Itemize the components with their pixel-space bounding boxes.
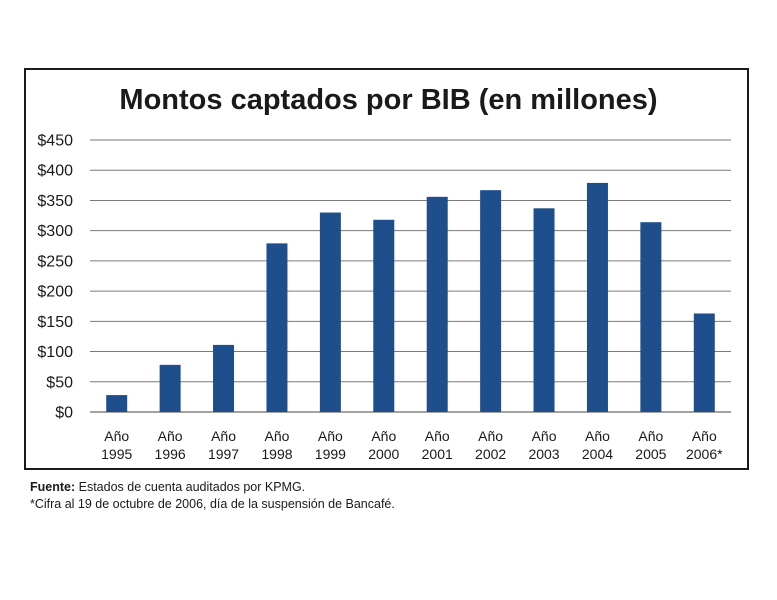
x-tick-label: Año [532,428,557,444]
x-tick-label: Año [264,428,289,444]
x-tick-label: Año [104,428,129,444]
y-tick-label: $200 [37,284,73,301]
y-tick-label: $300 [37,223,73,240]
bar [693,313,715,412]
y-tick-label: $350 [37,193,73,210]
y-tick-label: $250 [37,253,73,270]
x-tick-label: 2001 [422,446,453,462]
y-tick-label: $400 [37,163,73,180]
footnote: *Cifra al 19 de octubre de 2006, día de … [30,497,395,511]
x-tick-label: 2003 [528,446,559,462]
y-tick-label: $100 [37,344,73,361]
bar [426,196,448,412]
bar [640,222,662,412]
x-tick-label: Año [692,428,717,444]
x-tick-label: 2000 [368,446,399,462]
chart-frame [24,68,749,470]
bar [480,190,502,412]
x-tick-label: Año [638,428,663,444]
x-tick-label: 2005 [635,446,666,462]
x-tick-label: 1997 [208,446,239,462]
bar [586,182,608,412]
x-tick-label: Año [211,428,236,444]
bar [213,344,235,412]
x-tick-label: Año [158,428,183,444]
x-tick-label: 1996 [155,446,186,462]
bar [319,212,341,412]
source-label: Fuente: [30,480,76,494]
y-tick-label: $0 [55,405,73,422]
x-tick-label: 2004 [582,446,613,462]
x-tick-label: 2002 [475,446,506,462]
x-tick-label: Año [478,428,503,444]
bar [266,243,288,412]
x-tick-label: 1998 [261,446,292,462]
x-tick-label: 1995 [101,446,132,462]
x-tick-label: Año [371,428,396,444]
x-tick-label: Año [585,428,610,444]
y-tick-label: $150 [37,314,73,331]
y-tick-label: $450 [37,133,73,150]
bar [373,219,395,412]
chart-notes: Fuente: Estados de cuenta auditados por … [30,479,395,513]
x-tick-label: 2006* [686,446,723,462]
source-text: Estados de cuenta auditados por KPMG. [75,480,306,494]
x-tick-label: Año [318,428,343,444]
bar [533,208,555,412]
bar [106,395,128,412]
y-tick-label: $50 [46,374,73,391]
x-tick-label: 1999 [315,446,346,462]
x-tick-label: Año [425,428,450,444]
bar [159,364,181,412]
source-note: Fuente: Estados de cuenta auditados por … [30,479,395,496]
chart-title: Montos captados por BIB (en millones) [119,84,658,116]
